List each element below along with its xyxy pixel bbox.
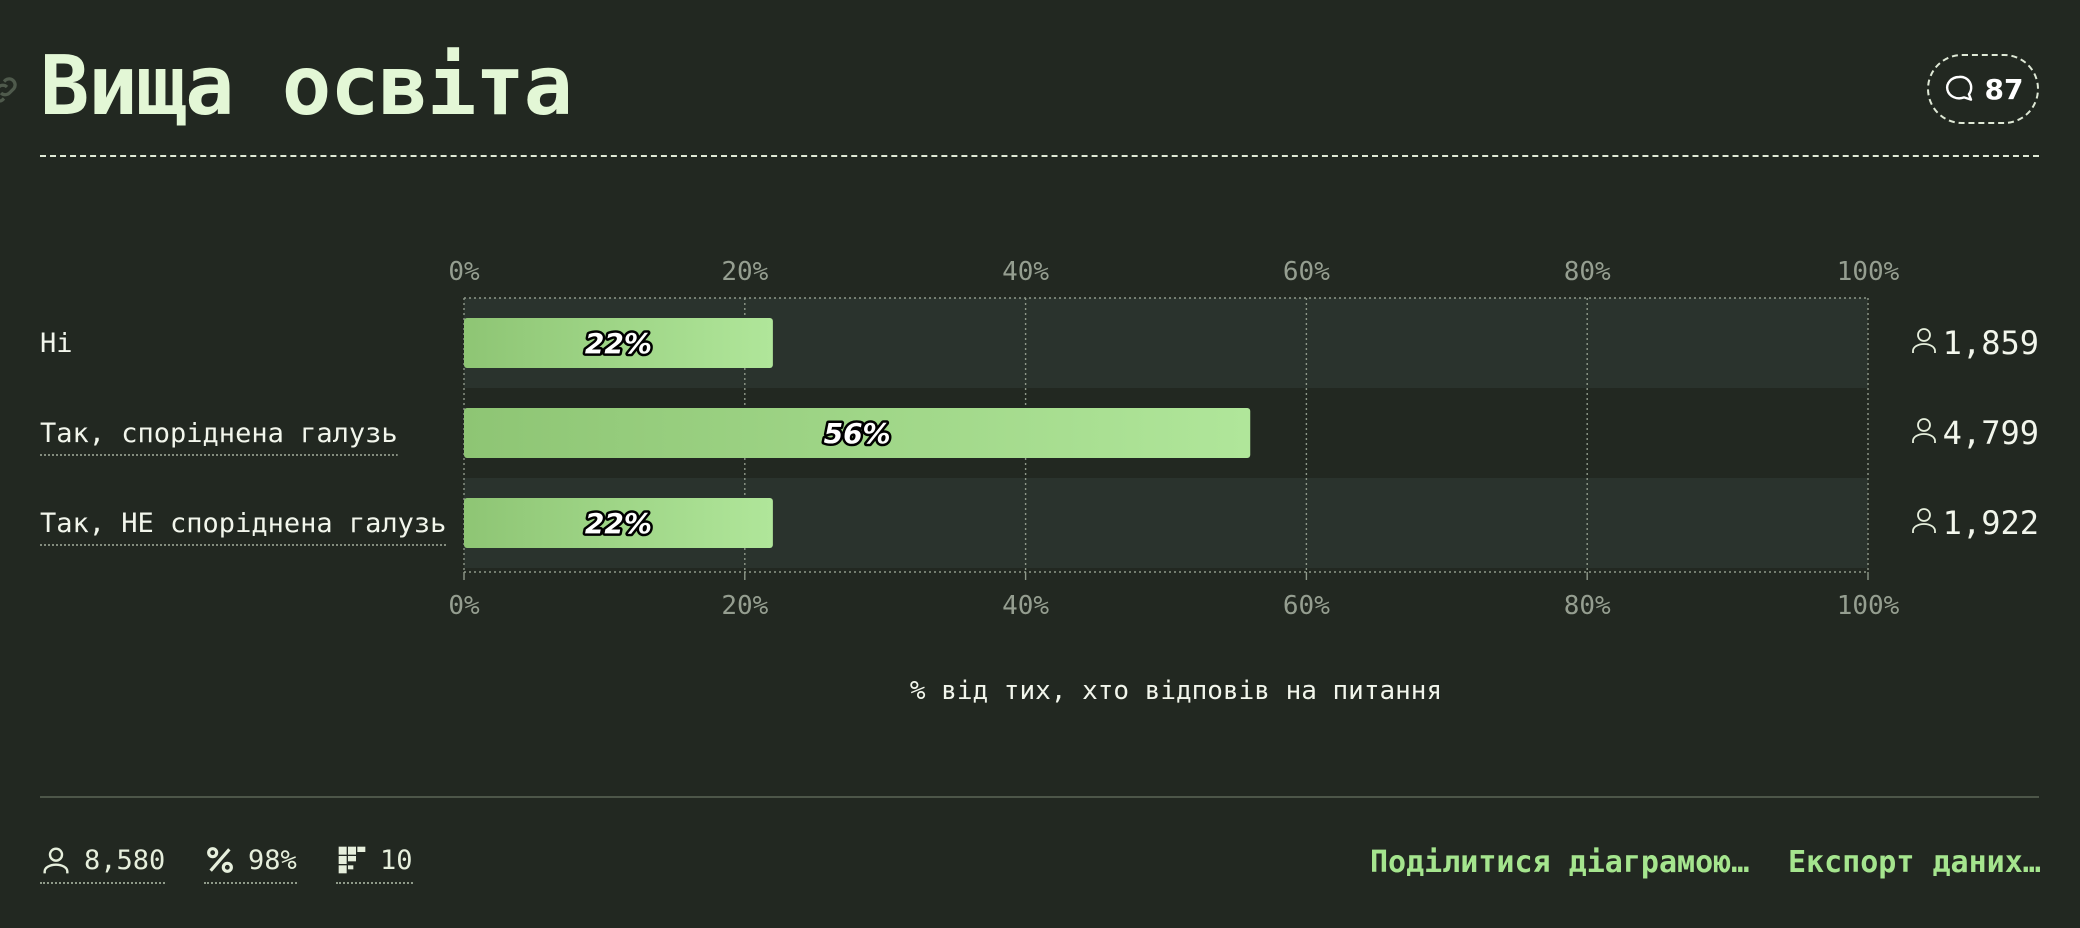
footer-divider bbox=[40, 796, 2039, 798]
bottom-tick-label: 80% bbox=[1564, 591, 1611, 621]
bar[interactable] bbox=[464, 498, 773, 548]
top-tick-label: 100% bbox=[1837, 257, 1900, 287]
category-label[interactable]: Так, НЕ споріднена галузь bbox=[40, 508, 446, 539]
questions-value: 10 bbox=[380, 844, 413, 876]
bar[interactable] bbox=[464, 318, 773, 368]
respondents-value: 8,580 bbox=[84, 844, 166, 876]
top-tick-label: 20% bbox=[721, 257, 768, 287]
respondent-count: 1,859 bbox=[1943, 324, 2039, 362]
comment-icon bbox=[1945, 75, 1972, 101]
link-icon[interactable] bbox=[0, 72, 22, 108]
bottom-tick-label: 60% bbox=[1283, 591, 1330, 621]
person-icon bbox=[1912, 508, 1936, 533]
category-label[interactable]: Так, споріднена галузь bbox=[40, 418, 398, 449]
bar-value-label: 22% bbox=[585, 507, 652, 540]
percent-answered-value: 98% bbox=[248, 844, 297, 876]
percent-icon bbox=[207, 847, 233, 873]
bar-value-label: 56% bbox=[824, 417, 891, 450]
comments-button[interactable]: 87 bbox=[1927, 54, 2039, 124]
bottom-tick-label: 0% bbox=[448, 591, 480, 621]
header-divider bbox=[40, 155, 2039, 157]
category-label: Ні bbox=[40, 328, 73, 359]
top-tick-label: 0% bbox=[448, 257, 480, 287]
percent-answered-stat[interactable]: 98% bbox=[204, 842, 297, 884]
person-icon bbox=[43, 847, 69, 874]
bottom-tick-label: 20% bbox=[721, 591, 768, 621]
top-tick-label: 80% bbox=[1564, 257, 1611, 287]
respondents-stat[interactable]: 8,580 bbox=[40, 842, 166, 884]
share-chart-link[interactable]: Поділитися діаграмою… bbox=[1370, 845, 1750, 880]
comments-count: 87 bbox=[1984, 72, 2024, 106]
respondent-count: 1,922 bbox=[1943, 504, 2039, 542]
person-icon bbox=[1912, 418, 1936, 443]
export-data-link[interactable]: Експорт даних… bbox=[1788, 845, 2041, 880]
page-title: Вища освіта bbox=[40, 39, 573, 134]
bar[interactable] bbox=[464, 408, 1251, 458]
questions-icon bbox=[338, 846, 366, 874]
respondent-count: 4,799 bbox=[1943, 414, 2039, 452]
x-axis-title: % від тих, хто відповів на питання bbox=[909, 676, 1443, 706]
bottom-tick-label: 40% bbox=[1002, 591, 1049, 621]
top-tick-label: 60% bbox=[1283, 257, 1330, 287]
top-tick-label: 40% bbox=[1002, 257, 1049, 287]
person-icon bbox=[1912, 328, 1936, 353]
bottom-tick-label: 100% bbox=[1837, 591, 1900, 621]
bar-chart: 22% 56% 22% 0% 0% 20% 20% 40% 40% 60% 60% 80% 80% 10… bbox=[40, 257, 2039, 621]
bar-value-label: 22% bbox=[585, 327, 652, 360]
questions-stat[interactable]: 10 bbox=[336, 842, 413, 884]
